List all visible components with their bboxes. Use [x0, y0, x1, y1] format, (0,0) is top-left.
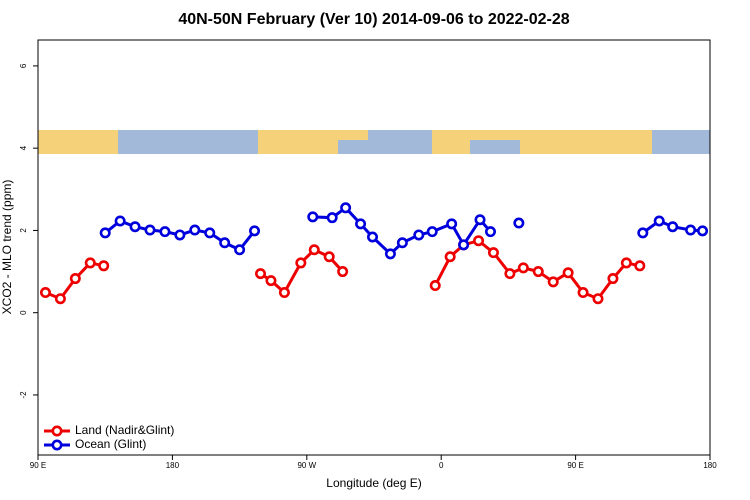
data-point — [84, 257, 96, 269]
data-point — [396, 237, 408, 249]
legend-label: Ocean (Glint) — [75, 437, 146, 451]
y-tick-label: 2 — [19, 228, 28, 233]
data-point — [620, 257, 632, 269]
data-point — [307, 211, 319, 223]
data-point — [458, 239, 470, 251]
x-tick-label: 180 — [703, 461, 717, 470]
data-point — [337, 266, 349, 278]
x-axis-label: Longitude (deg E) — [326, 476, 421, 490]
x-tick-label: 90 W — [297, 461, 316, 470]
data-point — [326, 212, 338, 224]
y-axis-label: XCO2 - MLO trend (ppm) — [0, 180, 14, 315]
data-point — [255, 268, 267, 280]
x-tick-label: 90 E — [30, 461, 46, 470]
data-point — [129, 221, 141, 233]
data-point — [189, 224, 201, 236]
data-point — [634, 260, 646, 272]
y-tick-label: 6 — [19, 63, 28, 68]
data-point — [577, 287, 589, 299]
data-point — [446, 218, 458, 230]
legend-label: Land (Nadir&Glint) — [75, 423, 174, 437]
data-point — [532, 266, 544, 278]
data-point — [667, 221, 679, 233]
data-point — [323, 251, 335, 263]
data-point — [355, 218, 367, 230]
y-tick-label: 4 — [19, 145, 28, 150]
map-band — [38, 130, 710, 154]
chart-title: 40N-50N February (Ver 10) 2014-09-06 to … — [178, 11, 569, 28]
data-point — [69, 273, 81, 285]
data-point — [517, 262, 529, 274]
data-point — [513, 217, 525, 229]
data-point — [697, 225, 709, 237]
legend-marker — [51, 425, 63, 437]
data-point — [413, 229, 425, 241]
data-point — [473, 235, 485, 247]
data-point — [504, 268, 516, 280]
data-point — [278, 287, 290, 299]
data-point — [114, 215, 126, 227]
data-point — [607, 273, 619, 285]
data-point — [685, 224, 697, 236]
data-point — [444, 251, 456, 263]
data-point — [484, 226, 496, 238]
data-point — [234, 244, 246, 256]
data-point — [562, 267, 574, 279]
data-point — [340, 202, 352, 214]
x-tick-label: 180 — [166, 461, 180, 470]
data-point — [367, 231, 379, 243]
data-point — [487, 247, 499, 259]
y-tick-label: -2 — [19, 391, 28, 399]
data-point — [653, 215, 665, 227]
data-point — [426, 226, 438, 238]
data-point — [98, 260, 110, 272]
y-tick-label: 0 — [19, 310, 28, 315]
data-point — [204, 227, 216, 239]
data-point — [99, 227, 111, 239]
data-point — [265, 275, 277, 287]
data-point — [547, 276, 559, 288]
legend-marker — [51, 439, 63, 451]
x-tick-label: 0 — [439, 461, 444, 470]
data-point — [39, 287, 51, 299]
data-point — [474, 214, 486, 226]
data-point — [219, 237, 231, 249]
data-point — [429, 280, 441, 292]
data-point — [144, 224, 156, 236]
data-point — [384, 248, 396, 260]
plot-frame — [37, 39, 711, 456]
data-point — [249, 225, 261, 237]
data-point — [592, 293, 604, 305]
data-point — [54, 293, 66, 305]
data-point — [637, 227, 649, 239]
data-point — [295, 257, 307, 269]
data-point — [308, 244, 320, 256]
x-tick-label: 90 E — [567, 461, 583, 470]
data-point — [174, 229, 186, 241]
data-point — [159, 226, 171, 238]
